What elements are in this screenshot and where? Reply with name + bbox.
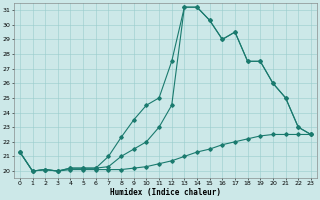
X-axis label: Humidex (Indice chaleur): Humidex (Indice chaleur) (110, 188, 221, 197)
